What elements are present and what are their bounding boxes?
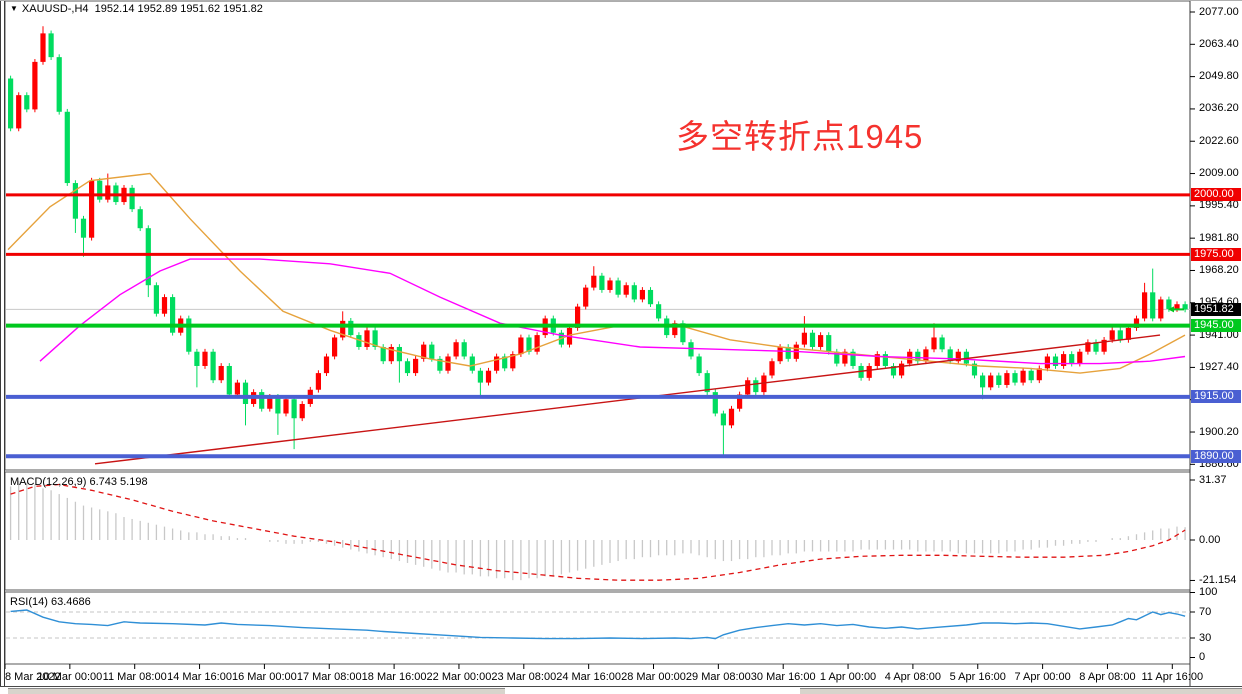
price-tick-label: 1995.40 bbox=[1199, 199, 1239, 212]
time-axis-label: 8 Mar 2022 bbox=[5, 671, 61, 683]
macd-axis-label: -21.154 bbox=[1199, 573, 1237, 586]
price-level-label: 1890.00 bbox=[1191, 449, 1241, 463]
background-window-right[interactable] bbox=[800, 688, 1242, 694]
chart-title: ▼ XAUUSD-,H4 1952.14 1952.89 1951.62 1951… bbox=[10, 3, 263, 15]
time-axis-label: 29 Mar 08:00 bbox=[685, 671, 751, 683]
symbol-timeframe-label: XAUUSD-,H4 bbox=[21, 3, 89, 15]
rsi-axis-label: 70 bbox=[1199, 605, 1212, 618]
time-axis-label: 1 Apr 00:00 bbox=[819, 671, 877, 683]
time-axis-label: 28 Mar 00:00 bbox=[621, 671, 686, 683]
time-axis-label: 7 Apr 00:00 bbox=[1014, 671, 1071, 683]
time-axis-label: 17 Mar 08:00 bbox=[296, 671, 362, 683]
time-axis-label: 14 Mar 16:00 bbox=[167, 671, 232, 683]
window-left-border bbox=[0, 0, 1, 692]
price-tick-label: 1981.80 bbox=[1199, 231, 1239, 244]
price-tick-label: 2009.00 bbox=[1199, 167, 1239, 180]
price-level-label: 1915.00 bbox=[1191, 390, 1241, 404]
price-level-label: 1975.00 bbox=[1191, 247, 1241, 261]
rsi-indicator-label: RSI(14) 63.4686 bbox=[10, 596, 91, 608]
price-tick-label: 2063.40 bbox=[1199, 37, 1239, 50]
time-axis-label: 5 Apr 16:00 bbox=[949, 671, 1006, 683]
macd-axis-label: 31.37 bbox=[1199, 473, 1227, 486]
window-left-border-inner bbox=[4, 0, 5, 686]
annotation-text: 多空转折点1945 bbox=[676, 118, 924, 155]
rsi-axis-label: 0 bbox=[1199, 651, 1206, 663]
time-axis-label: 11 Apr 16:00 bbox=[1141, 671, 1204, 683]
macd-axis-label: 0.00 bbox=[1199, 533, 1221, 546]
time-axis-label: 11 Mar 08:00 bbox=[102, 671, 167, 683]
price-tick-label: 2077.00 bbox=[1199, 5, 1239, 18]
time-axis-label: 8 Apr 08:00 bbox=[1079, 671, 1136, 683]
time-axis-label: 30 Mar 16:00 bbox=[750, 671, 816, 683]
time-axis-label: 24 Mar 16:00 bbox=[556, 671, 622, 683]
price-tick-label: 1927.40 bbox=[1199, 360, 1239, 373]
background-window-left[interactable] bbox=[8, 688, 505, 694]
time-axis-label: 16 Mar 00:00 bbox=[231, 671, 297, 683]
price-level-label: 1945.00 bbox=[1191, 319, 1241, 333]
current-price-label: 1951.82 bbox=[1191, 302, 1241, 316]
time-axis-label: 10 Mar 00:00 bbox=[37, 671, 103, 683]
macd-indicator-label: MACD(12,26,9) 6.743 5.198 bbox=[10, 476, 148, 488]
window-top-border bbox=[0, 0, 1242, 1]
background-window-edge bbox=[0, 686, 1242, 694]
symbol-dropdown-icon[interactable]: ▼ bbox=[10, 4, 18, 13]
price-level-label: 2000.00 bbox=[1191, 188, 1241, 202]
time-axis-label: 4 Apr 08:00 bbox=[884, 671, 942, 683]
ohlc-values: 1952.14 1952.89 1951.62 1951.82 bbox=[94, 3, 263, 15]
time-axis-label: 23 Mar 08:00 bbox=[491, 671, 557, 683]
price-tick-label: 1900.20 bbox=[1199, 425, 1239, 438]
price-tick-label: 2022.60 bbox=[1199, 134, 1239, 147]
rsi-axis-label: 100 bbox=[1199, 586, 1218, 598]
price-tick-label: 2036.20 bbox=[1199, 102, 1239, 115]
price-tick-label: 1968.20 bbox=[1199, 263, 1239, 276]
time-axis-label: 22 Mar 00:00 bbox=[426, 671, 492, 683]
rsi-axis-label: 30 bbox=[1199, 631, 1212, 644]
price-tick-label: 2049.80 bbox=[1199, 70, 1239, 83]
time-axis-label: 18 Mar 16:00 bbox=[361, 671, 427, 683]
